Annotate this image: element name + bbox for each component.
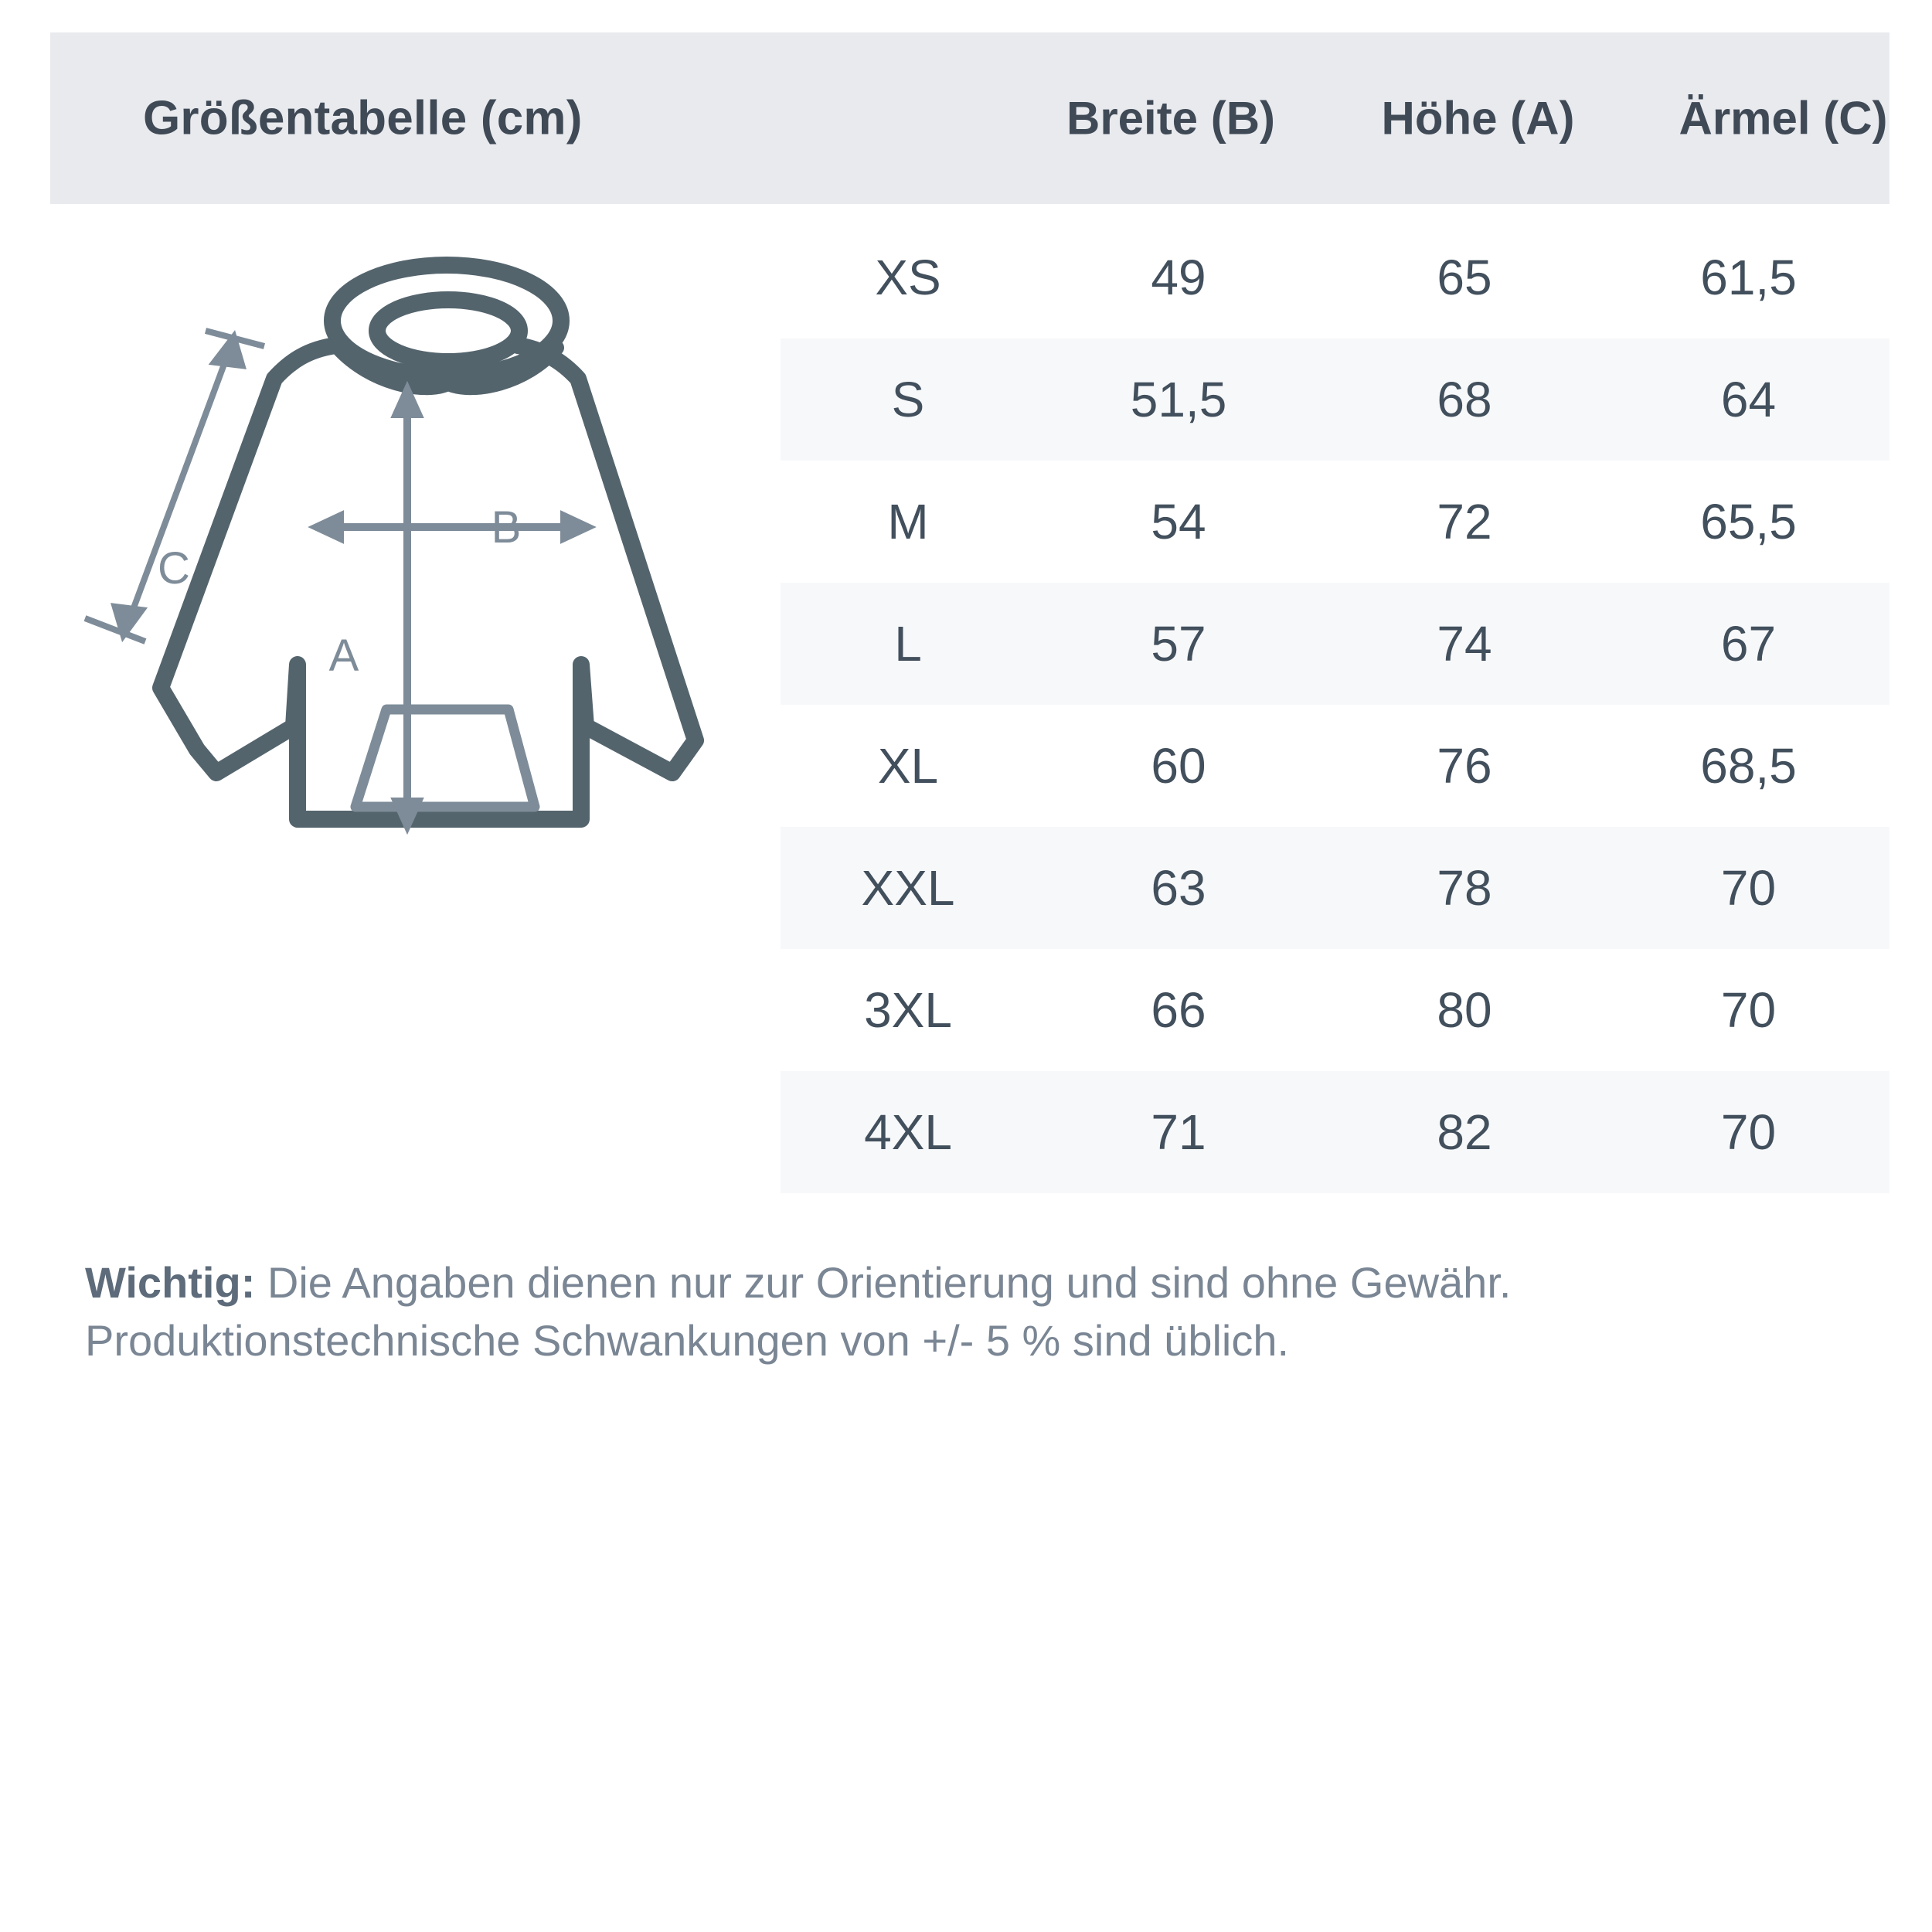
footnote: Wichtig: Die Angaben dienen nur zur Orie… (85, 1253, 1886, 1369)
cell-size: L (894, 616, 922, 672)
cell-breite: 57 (1151, 616, 1206, 672)
table-row: XXL 63 78 70 (781, 827, 1889, 949)
cell-aermel: 70 (1720, 860, 1777, 916)
dimension-arrows (83, 328, 597, 835)
cell-hoehe: 82 (1437, 1104, 1492, 1160)
table-row: S 51,5 68 64 (781, 338, 1889, 461)
table-row: 4XL 71 82 70 (781, 1071, 1889, 1193)
dimension-label-b: B (492, 502, 522, 553)
dimension-arrow-b (308, 510, 597, 544)
cell-breite: 71 (1151, 1104, 1206, 1160)
table-row: 3XL 66 80 70 (781, 949, 1889, 1071)
table-row: XS 49 65 61,5 (781, 216, 1889, 338)
size-table: XS 49 65 61,5 S 51,5 68 64 M 54 72 65,5 … (781, 216, 1889, 1193)
column-header-row: Breite (B) Höhe (A) Ärmel (C) (1012, 92, 1932, 145)
cell-breite: 49 (1151, 250, 1206, 305)
table-header-band: Größentabelle (cm) Breite (B) Höhe (A) Ä… (50, 32, 1889, 204)
page-title: Größentabelle (cm) (143, 91, 583, 145)
cell-aermel: 65,5 (1700, 494, 1797, 549)
dimension-arrow-a (390, 380, 424, 835)
cell-aermel: 68,5 (1700, 738, 1797, 794)
cell-size: 4XL (864, 1104, 952, 1160)
cell-hoehe: 65 (1437, 250, 1492, 305)
cell-size: XS (875, 250, 941, 305)
cell-size: XL (877, 738, 939, 794)
cell-aermel: 64 (1720, 372, 1777, 427)
cell-aermel: 61,5 (1700, 250, 1797, 305)
cell-hoehe: 78 (1437, 860, 1492, 916)
cell-size: M (887, 494, 929, 549)
cell-breite: 60 (1151, 738, 1206, 794)
cell-breite: 66 (1151, 982, 1206, 1038)
cell-aermel: 67 (1720, 616, 1777, 672)
cell-breite: 54 (1151, 494, 1206, 549)
cell-breite: 51,5 (1130, 372, 1227, 427)
cell-hoehe: 74 (1437, 616, 1492, 672)
cell-size: S (891, 372, 925, 427)
column-header-hoehe: Höhe (A) (1381, 92, 1575, 145)
footnote-text: Die Angaben dienen nur zur Orientierung … (85, 1258, 1512, 1366)
cell-size: 3XL (864, 982, 952, 1038)
table-row: XL 60 76 68,5 (781, 705, 1889, 827)
cell-breite: 63 (1151, 860, 1206, 916)
cell-aermel: 70 (1720, 982, 1777, 1038)
dimension-labels: B A C (158, 502, 521, 681)
cell-hoehe: 72 (1437, 494, 1492, 549)
cell-size: XXL (861, 860, 955, 916)
table-row: M 54 72 65,5 (781, 461, 1889, 583)
cell-hoehe: 76 (1437, 738, 1492, 794)
dimension-label-a: A (329, 631, 359, 681)
table-row: L 57 74 67 (781, 583, 1889, 705)
cell-aermel: 70 (1720, 1104, 1777, 1160)
pocket-icon (350, 704, 540, 812)
column-header-breite: Breite (B) (1066, 92, 1276, 145)
dimension-arrow-c (83, 328, 266, 645)
footnote-emphasis: Wichtig: (85, 1258, 256, 1307)
dimension-label-c: C (158, 543, 190, 594)
hoodie-diagram: B A C (62, 232, 757, 850)
hoodie-icon (152, 257, 704, 828)
column-header-aermel: Ärmel (C) (1679, 92, 1888, 145)
cell-hoehe: 80 (1437, 982, 1492, 1038)
cell-hoehe: 68 (1437, 372, 1492, 427)
